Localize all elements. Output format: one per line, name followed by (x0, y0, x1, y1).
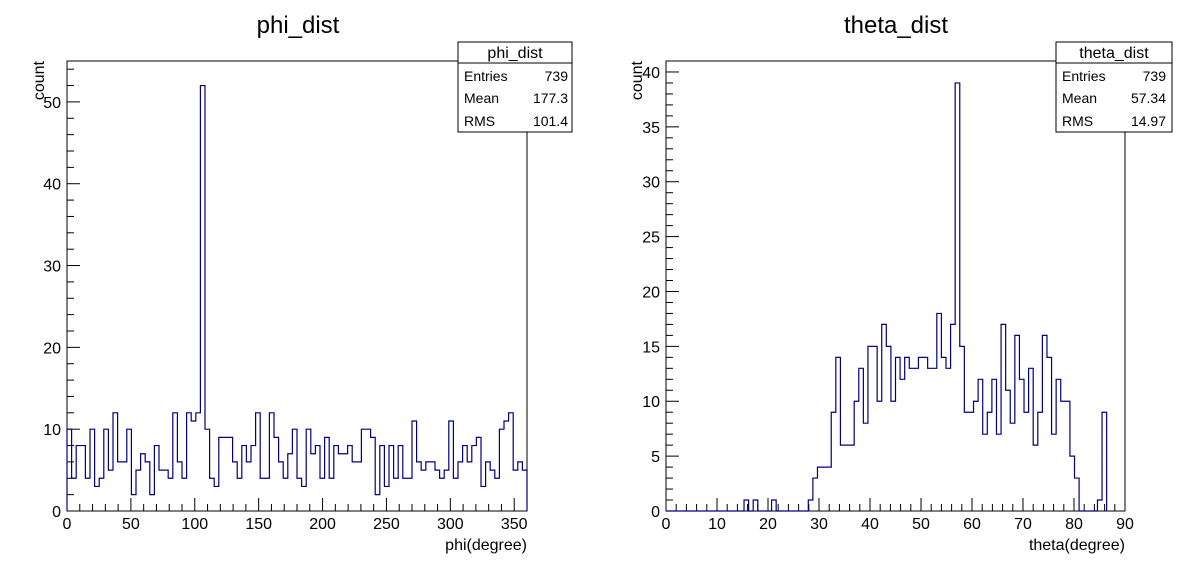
x-tick-label: 300 (437, 516, 464, 533)
chart-title: theta_dist (844, 12, 948, 39)
x-tick-label: 60 (963, 516, 981, 533)
y-tick-label: 20 (43, 340, 61, 357)
stats-mean-value: 57.34 (1131, 90, 1166, 106)
stats-mean-label: Mean (1062, 90, 1097, 106)
x-tick-label: 100 (181, 516, 208, 533)
x-tick-label: 40 (861, 516, 879, 533)
x-tick-label: 80 (1065, 516, 1083, 533)
y-tick-label: 10 (642, 394, 660, 411)
x-tick-label: 20 (759, 516, 777, 533)
x-tick-label: 30 (810, 516, 828, 533)
chart-title: phi_dist (257, 12, 340, 39)
y-axis-label: count (629, 60, 646, 100)
y-tick-label: 0 (52, 504, 61, 521)
stats-rms-value: 14.97 (1131, 113, 1166, 129)
x-tick-label: 50 (122, 516, 140, 533)
stats-mean-value: 177.3 (533, 90, 568, 106)
x-tick-label: 250 (373, 516, 400, 533)
stats-entries-value: 739 (1143, 68, 1167, 84)
plot-frame (665, 60, 1126, 512)
stats-box: theta_dist Entries 739 Mean 57.34 RMS 14… (1055, 41, 1173, 133)
x-tick-label: 0 (662, 516, 671, 533)
y-tick-label: 5 (651, 449, 660, 466)
axis-ticks: 0 50 100 150 200 250 300 350 0 10 20 30 40 50 (43, 68, 528, 533)
histogram-outline (66, 84, 528, 511)
stats-rms-value: 101.4 (533, 113, 568, 129)
y-tick-label: 35 (642, 120, 660, 137)
stats-box: phi_dist Entries 739 Mean 177.3 RMS 101.… (457, 41, 573, 133)
x-tick-label: 150 (245, 516, 272, 533)
stats-box-frame (1055, 41, 1173, 133)
y-tick-label: 50 (43, 95, 61, 112)
y-tick-label: 40 (43, 177, 61, 194)
x-tick-label: 350 (501, 516, 528, 533)
y-tick-label: 40 (642, 65, 660, 82)
y-tick-label: 25 (642, 230, 660, 247)
stats-mean-label: Mean (464, 90, 499, 106)
stats-header: theta_dist (1079, 45, 1149, 62)
x-tick-label: 50 (912, 516, 930, 533)
stats-box-frame (457, 41, 573, 133)
stats-header: phi_dist (487, 45, 543, 62)
stats-entries-label: Entries (1062, 68, 1106, 84)
y-tick-label: 15 (642, 339, 660, 356)
y-tick-label: 0 (651, 504, 660, 521)
y-tick-label: 30 (43, 259, 61, 276)
x-tick-label: 90 (1116, 516, 1134, 533)
theta-histogram-panel: theta_dist count theta(degree) 0 10 20 30 40… (629, 12, 1173, 554)
phi-histogram-panel: phi_dist count phi(degree) 0 50 100 150 200 2… (31, 12, 573, 554)
x-axis-label: phi(degree) (445, 537, 527, 554)
histogram-outline (666, 82, 1108, 512)
stats-rms-label: RMS (1062, 113, 1093, 129)
stats-rms-label: RMS (464, 113, 495, 129)
y-axis-label: count (31, 60, 48, 100)
x-tick-label: 70 (1014, 516, 1032, 533)
y-tick-label: 10 (43, 422, 61, 439)
y-tick-label: 20 (642, 284, 660, 301)
x-tick-label: 0 (63, 516, 72, 533)
y-tick-label: 30 (642, 175, 660, 192)
x-axis-label: theta(degree) (1029, 537, 1125, 554)
x-tick-label: 200 (309, 516, 336, 533)
x-tick-label: 10 (708, 516, 726, 533)
stats-entries-label: Entries (464, 68, 508, 84)
stats-entries-value: 739 (545, 68, 569, 84)
